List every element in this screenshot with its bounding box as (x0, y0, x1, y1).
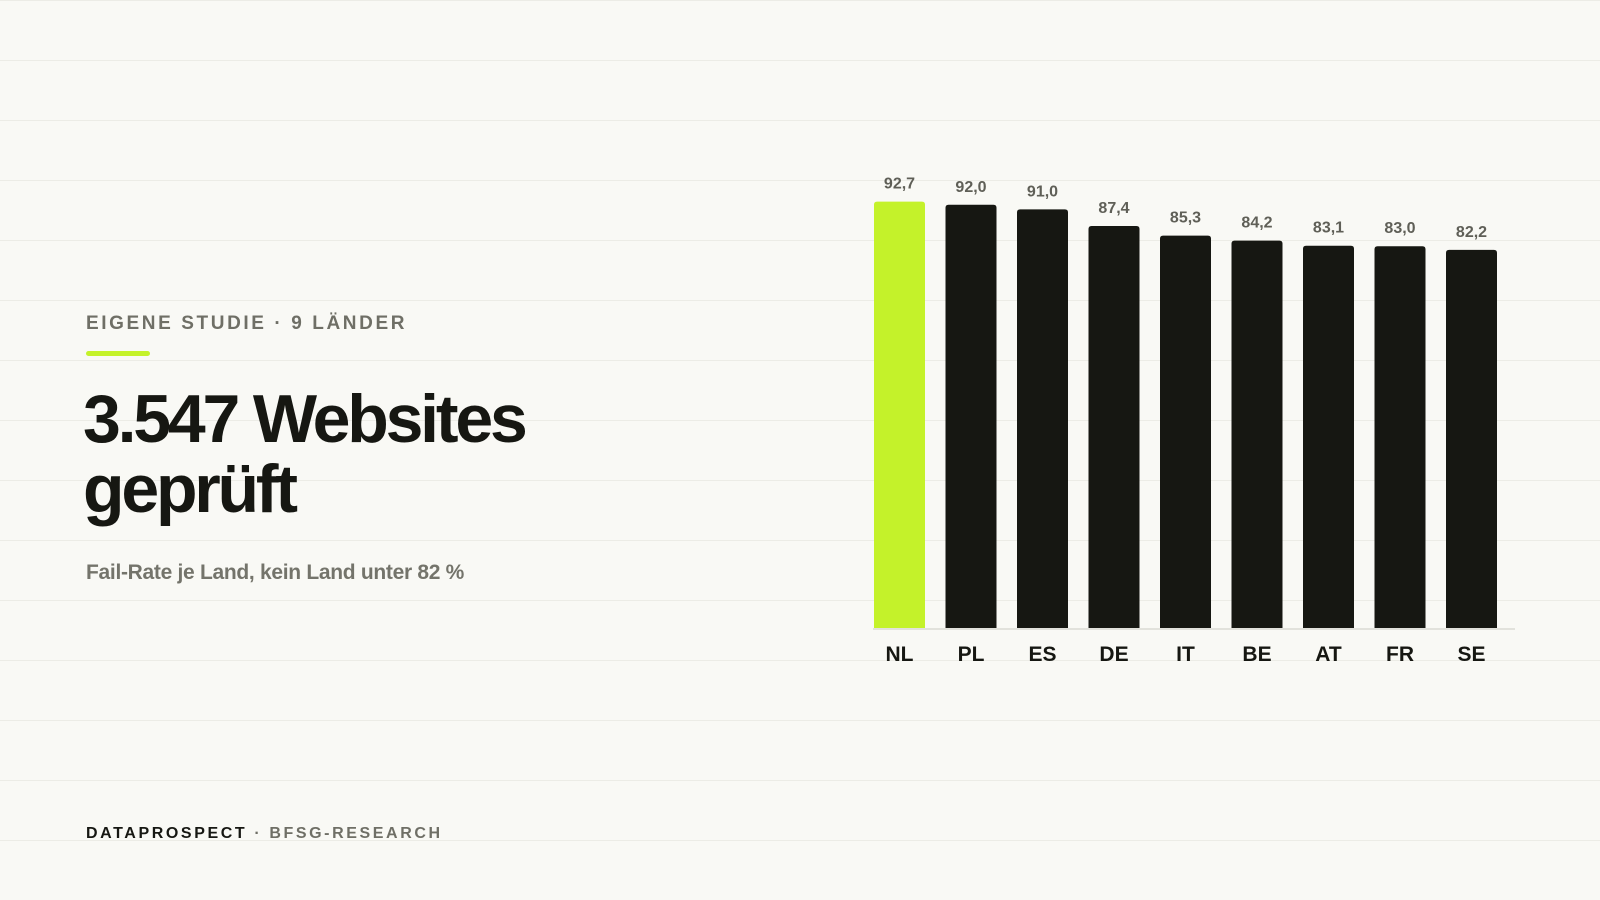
x-tick-label: PL (958, 643, 985, 666)
footer: DATAPROSPECT · BFSG-RESEARCH (86, 825, 443, 843)
headline-line-1: 3.547 Websites (83, 381, 528, 457)
headline-line-2: geprüft (83, 451, 298, 527)
bar-value-label: 91,0 (1027, 183, 1058, 200)
x-tick-label: IT (1176, 643, 1195, 666)
chart-bar (874, 201, 925, 628)
bar-value-label: 92,7 (884, 176, 915, 193)
x-tick-label: DE (1099, 643, 1128, 666)
chart-bar (1088, 225, 1140, 628)
bar-value-label: 92,0 (955, 179, 986, 196)
x-tick-label: NL (886, 643, 914, 666)
bar-value-label: 85,3 (1170, 210, 1201, 227)
chart-bar (1303, 245, 1354, 629)
chart-bar (1231, 240, 1283, 628)
chart-bar (945, 204, 997, 629)
accent-rule (86, 351, 150, 356)
chart-bar (1446, 249, 1497, 628)
bar-value-label: 82,2 (1456, 224, 1487, 241)
chart-bar (1160, 235, 1211, 628)
eyebrow-label: EIGENE STUDIE · 9 LÄNDER (86, 313, 408, 334)
bar-value-label: 83,0 (1384, 220, 1415, 237)
chart-bar (1017, 209, 1068, 628)
x-tick-label: AT (1315, 643, 1342, 666)
x-tick-label: SE (1457, 643, 1485, 666)
bar-value-label: 87,4 (1098, 200, 1129, 217)
bar-value-label: 83,1 (1313, 220, 1344, 237)
bar-value-label: 84,2 (1241, 215, 1272, 232)
footer-department: BFSG-RESEARCH (269, 825, 443, 842)
chart-bar (1374, 246, 1426, 628)
footer-brand: DATAPROSPECT (86, 825, 248, 842)
x-tick-label: FR (1386, 643, 1414, 666)
footer-separator: · (247, 825, 270, 842)
subtitle: Fail-Rate je Land, kein Land unter 82 % (86, 561, 465, 584)
x-tick-label: ES (1028, 643, 1056, 666)
x-tick-label: BE (1242, 643, 1271, 666)
page-title: 3.547 Websites geprüft (83, 381, 528, 527)
